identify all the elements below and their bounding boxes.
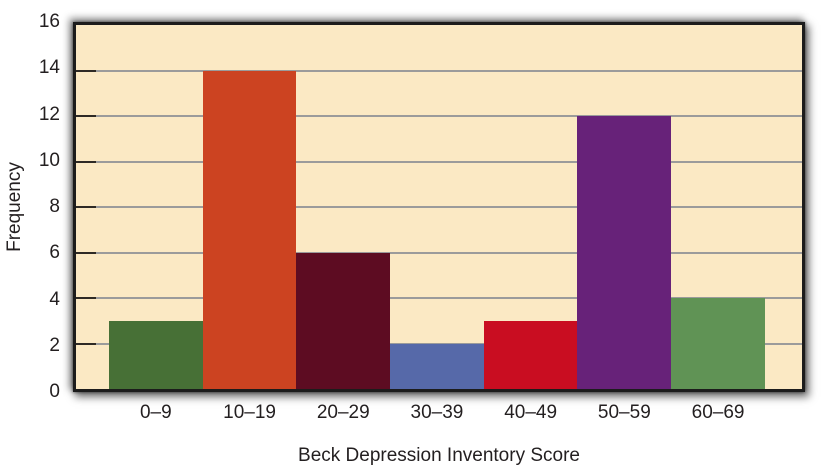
- y-tick-label-8: 8: [49, 196, 60, 217]
- bar-60–69: [671, 298, 765, 389]
- y-tick-mark: [76, 342, 96, 345]
- x-tick-label-10–19: 10–19: [223, 402, 276, 423]
- bar-50–59: [577, 116, 672, 389]
- x-tick-label-50–59: 50–59: [597, 402, 651, 423]
- x-axis-tick-labels: 0–9 10–19 20–29 30–39 40–49 50–59 60–69: [0, 402, 825, 426]
- y-tick-label-0: 0: [49, 381, 60, 402]
- gridline-y-12: [76, 115, 802, 117]
- gridline-y-4: [76, 297, 802, 299]
- gridline-y-6: [76, 251, 802, 254]
- y-tick-label-6: 6: [49, 242, 60, 264]
- y-tick-mark: [76, 206, 96, 208]
- bar-40–49: [483, 320, 578, 389]
- x-tick-label-20–29: 20–29: [316, 402, 370, 423]
- bar-20–29: [296, 252, 391, 389]
- y-tick-label-4: 4: [49, 288, 60, 310]
- y-tick-label-16: 16: [38, 11, 60, 32]
- bars-group: [109, 25, 765, 389]
- x-axis-title: Beck Depression Inventory Score: [298, 445, 580, 466]
- y-axis-tick-labels: 0 2 4 6 8 10 12 14 16: [0, 12, 60, 402]
- y-tick-mark: [76, 297, 96, 299]
- x-tick-label-30–39: 30–39: [410, 402, 464, 423]
- y-tick-label-14: 14: [38, 57, 60, 79]
- y-tick-label-2: 2: [49, 334, 60, 356]
- y-tick-label-12: 12: [38, 103, 60, 125]
- bar-10–19: [202, 70, 297, 389]
- gridline-y-14: [76, 69, 802, 72]
- bar-30–39: [390, 343, 484, 389]
- bar-0–9: [109, 320, 203, 389]
- y-tick-mark: [76, 160, 96, 163]
- y-tick-mark: [76, 115, 96, 117]
- y-tick-mark: [76, 251, 96, 254]
- x-tick-label-0–9: 0–9: [139, 402, 172, 423]
- gridline-y-10: [76, 160, 802, 163]
- plot-area: [73, 22, 805, 392]
- y-tick-label-10: 10: [38, 149, 60, 171]
- x-tick-label-40–49: 40–49: [504, 402, 558, 423]
- gridline-y-8: [76, 206, 802, 208]
- y-tick-mark: [76, 69, 96, 72]
- x-tick-label-60–69: 60–69: [691, 402, 745, 423]
